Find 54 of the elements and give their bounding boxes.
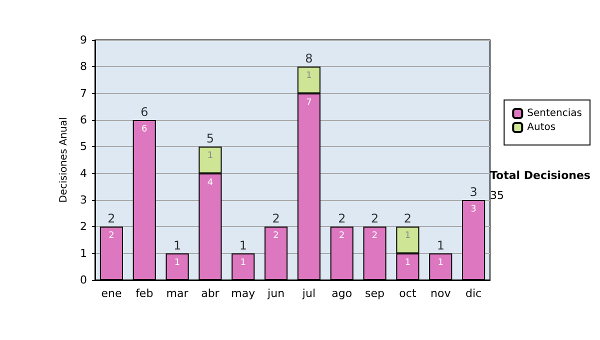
y-tick-label: 8 xyxy=(80,60,87,74)
x-tick-label: ago xyxy=(332,287,352,300)
y-tick-label: 2 xyxy=(80,220,87,234)
data-label: 1 xyxy=(306,71,312,82)
total-label: 2 xyxy=(272,212,280,226)
y-axis-title: Decisiones Anual xyxy=(58,117,70,203)
total-label: 1 xyxy=(173,238,182,252)
annotation: 35 xyxy=(490,189,504,202)
data-label: 1 xyxy=(174,258,180,268)
total-label: 6 xyxy=(140,105,148,119)
y-tick-label: 0 xyxy=(80,274,87,286)
x-tick-label: jun xyxy=(266,287,285,300)
x-tick-label: abr xyxy=(201,287,220,300)
data-label: 7 xyxy=(306,98,312,108)
data-label: 1 xyxy=(240,258,246,268)
legend-label: Autos xyxy=(527,122,556,133)
data-label: 2 xyxy=(108,231,114,242)
x-tick-label: nov xyxy=(430,287,452,300)
data-label: 1 xyxy=(404,231,411,242)
data-label: 2 xyxy=(372,231,378,242)
data-label: 3 xyxy=(470,204,476,214)
x-tick-label: may xyxy=(231,287,256,300)
data-label: 6 xyxy=(142,124,148,134)
total-label: 2 xyxy=(370,212,379,226)
data-label: 1 xyxy=(404,258,411,268)
data-label: 4 xyxy=(207,178,214,188)
y-tick-label: 1 xyxy=(80,246,87,260)
y-tick-label: 6 xyxy=(80,114,87,126)
total-label: 3 xyxy=(470,185,478,199)
y-tick-label: 3 xyxy=(80,194,87,206)
total-label: 1 xyxy=(239,238,247,252)
y-tick-label: 7 xyxy=(80,86,87,100)
total-label: 5 xyxy=(206,132,214,146)
data-label: 2 xyxy=(273,231,279,242)
y-tick-label: 9 xyxy=(80,34,87,46)
total-label: 2 xyxy=(108,212,116,226)
x-tick-label: mar xyxy=(166,287,189,300)
x-tick-label: oct xyxy=(399,287,417,300)
x-tick-label: jul xyxy=(301,287,316,300)
data-label: 1 xyxy=(438,258,444,268)
x-tick-label: feb xyxy=(136,287,154,300)
data-label: 1 xyxy=(207,151,214,162)
total-label: 1 xyxy=(436,238,444,252)
y-tick-label: 4 xyxy=(80,166,87,180)
x-tick-label: ene xyxy=(101,287,122,300)
x-tick-label: dic xyxy=(465,287,482,300)
total-label: 2 xyxy=(404,212,412,226)
total-label: 2 xyxy=(338,212,346,226)
x-tick-label: sep xyxy=(365,287,385,300)
total-label: 8 xyxy=(305,52,313,66)
y-tick-label: 5 xyxy=(80,140,87,154)
annotation: Total Decisiones xyxy=(490,169,591,182)
data-label: 2 xyxy=(339,231,345,242)
legend-label: Sentencias xyxy=(527,108,582,119)
